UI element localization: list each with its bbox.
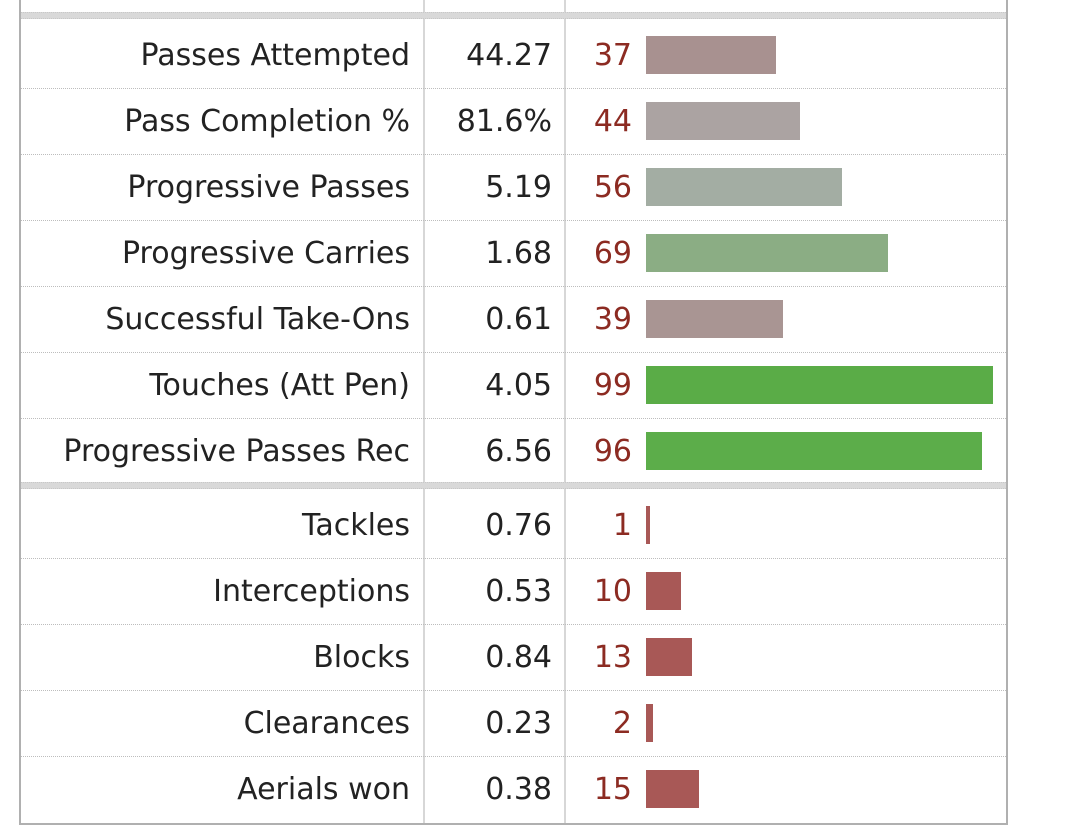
- stat-label: Progressive Carries: [121, 235, 410, 271]
- percentile-bar: [646, 638, 692, 676]
- table-row: Progressive Carries 1.68 69: [21, 220, 1006, 287]
- percentile-label: 96: [593, 433, 632, 469]
- stat-label: Progressive Passes: [127, 169, 410, 205]
- per90-value: 0.61: [485, 301, 552, 337]
- per90-value: 44.27: [466, 37, 552, 73]
- table-row: Clearances 0.23 2: [21, 690, 1006, 757]
- percentile-bar: [646, 300, 783, 338]
- stat-label: Touches (Att Pen): [149, 367, 410, 403]
- section-separator: [21, 482, 1006, 489]
- percentile-label: 15: [593, 771, 632, 807]
- stat-label: Aerials won: [237, 771, 410, 807]
- percentile-label: 56: [593, 169, 632, 205]
- percentile-bar: [646, 506, 650, 544]
- per90-value: 6.56: [485, 433, 552, 469]
- stat-label: Clearances: [243, 705, 410, 741]
- percentile-bar: [646, 366, 993, 404]
- percentile-bar: [646, 432, 982, 470]
- percentile-bar: [646, 704, 653, 742]
- percentile-bar: [646, 572, 681, 610]
- percentile-bar: [646, 234, 888, 272]
- percentile-label: 44: [593, 103, 632, 139]
- table-row: Tackles 0.76 1: [21, 492, 1006, 559]
- per90-value: 5.19: [485, 169, 552, 205]
- stat-label: Blocks: [313, 639, 410, 675]
- column-divider: [564, 0, 566, 823]
- stat-label: Pass Completion %: [124, 103, 410, 139]
- per90-value: 0.53: [485, 573, 552, 609]
- table-row: Touches (Att Pen) 4.05 99: [21, 352, 1006, 419]
- table-row: Aerials won 0.38 15: [21, 756, 1006, 822]
- percentile-label: 37: [593, 37, 632, 73]
- stat-label: Tackles: [301, 507, 410, 543]
- table-row: Successful Take-Ons 0.61 39: [21, 286, 1006, 353]
- table-row: Pass Completion % 81.6% 44: [21, 88, 1006, 155]
- stat-label: Passes Attempted: [140, 37, 410, 73]
- percentile-label: 2: [612, 705, 632, 741]
- table-row: Blocks 0.84 13: [21, 624, 1006, 691]
- stat-label: Successful Take-Ons: [105, 301, 410, 337]
- table-row: Progressive Passes Rec 6.56 96: [21, 418, 1006, 485]
- stat-label: Progressive Passes Rec: [63, 433, 410, 469]
- percentile-label: 69: [593, 235, 632, 271]
- percentile-bar: [646, 770, 699, 808]
- per90-value: 1.68: [485, 235, 552, 271]
- percentile-label: 39: [593, 301, 632, 337]
- percentile-bar: [646, 102, 800, 140]
- percentile-table: Passes Attempted 44.27 37 Pass Completion %…: [19, 0, 1008, 825]
- per90-value: 81.6%: [456, 103, 552, 139]
- per90-value: 4.05: [485, 367, 552, 403]
- per90-value: 0.38: [485, 771, 552, 807]
- percentile-label: 13: [593, 639, 632, 675]
- column-divider: [423, 0, 425, 823]
- percentile-label: 10: [593, 573, 632, 609]
- table-row: Passes Attempted 44.27 37: [21, 22, 1006, 89]
- table-row: Interceptions 0.53 10: [21, 558, 1006, 625]
- stat-label: Interceptions: [213, 573, 410, 609]
- percentile-bar: [646, 36, 776, 74]
- section-separator: [21, 12, 1006, 19]
- percentile-bar: [646, 168, 842, 206]
- percentile-label: 1: [612, 507, 632, 543]
- percentile-label: 99: [593, 367, 632, 403]
- per90-value: 0.76: [485, 507, 552, 543]
- per90-value: 0.23: [485, 705, 552, 741]
- per90-value: 0.84: [485, 639, 552, 675]
- table-row: Progressive Passes 5.19 56: [21, 154, 1006, 221]
